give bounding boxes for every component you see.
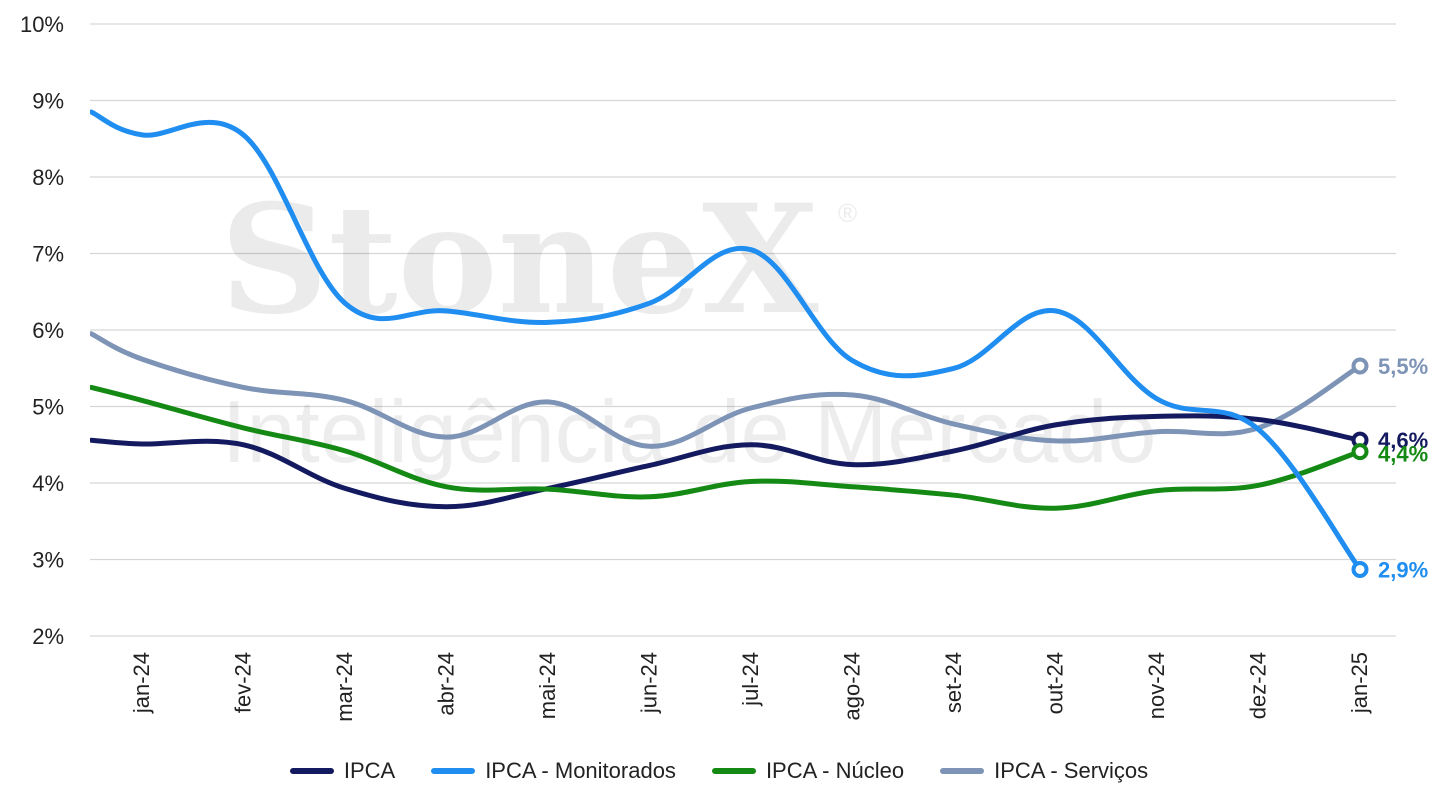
x-tick-label: mai-24 <box>535 652 560 719</box>
legend-swatch <box>289 768 334 774</box>
legend: IPCA IPCA - Monitorados IPCA - Núcleo IPCA … <box>0 758 1438 784</box>
watermark-brand: StoneX <box>220 172 819 348</box>
x-tick-label: jan-25 <box>1347 652 1372 714</box>
x-tick-label: set-24 <box>941 652 966 713</box>
x-tick-label: out-24 <box>1043 652 1068 714</box>
endpoint-marker <box>1351 560 1369 578</box>
y-tick-label: 8% <box>32 165 64 190</box>
legend-swatch <box>711 768 756 774</box>
series-line-1 <box>90 109 1363 572</box>
x-tick-label: dez-24 <box>1246 652 1271 719</box>
watermark-tagline: Inteligência de Mercado <box>222 382 1156 481</box>
endpoint-data-label: 4,4% <box>1378 442 1428 467</box>
legend-label: IPCA - Serviços <box>994 758 1149 783</box>
legend-item: IPCA - Monitorados <box>431 758 676 784</box>
legend-label: IPCA - Núcleo <box>765 758 905 783</box>
legend-label: IPCA - Monitorados <box>485 758 676 783</box>
legend-item: IPCA <box>289 758 396 784</box>
x-tick-label: nov-24 <box>1144 652 1169 719</box>
legend-swatch <box>940 768 985 774</box>
legend-item: IPCA - Serviços <box>940 758 1148 784</box>
endpoint-data-label: 5,5% <box>1378 354 1428 379</box>
series-line-2 <box>90 384 1363 511</box>
endpoint-data-label: 4,6% <box>1378 428 1428 453</box>
y-tick-label: 4% <box>32 471 64 496</box>
y-tick-label: 10% <box>20 12 64 37</box>
series-endpoints: 4,6% 2,9% 4,4% 5,5% <box>1351 354 1428 582</box>
y-tick-label: 6% <box>32 318 64 343</box>
y-tick-label: 2% <box>32 624 64 649</box>
x-tick-label: jan-24 <box>129 652 154 714</box>
y-tick-label: 9% <box>32 89 64 114</box>
x-tick-label: abr-24 <box>434 652 459 716</box>
endpoint-marker <box>1351 443 1369 461</box>
endpoint-data-label: 2,9% <box>1378 557 1428 582</box>
endpoint-marker <box>1351 357 1369 375</box>
y-tick-label: 3% <box>32 548 64 573</box>
series-lines <box>90 109 1363 572</box>
series-line-3 <box>90 331 1363 449</box>
series-line-0 <box>90 413 1363 510</box>
x-tick-label: ago-24 <box>840 652 865 721</box>
x-tick-label: jul-24 <box>738 652 763 707</box>
grid-lines <box>90 23 1396 637</box>
x-tick-label: jun-24 <box>637 652 662 714</box>
y-tick-label: 5% <box>32 395 64 420</box>
x-axis-tick-labels: jan-24 fev-24 mar-24 abr-24 mai-24 jun-24 jul-… <box>129 652 1372 722</box>
stonex-watermark: StoneX ® Inteligência de Mercado <box>220 172 1156 481</box>
watermark-registered-mark: ® <box>838 198 857 228</box>
legend-label: IPCA <box>343 758 396 783</box>
x-tick-label: fev-24 <box>231 652 256 713</box>
y-tick-label: 7% <box>32 242 64 267</box>
x-tick-label: mar-24 <box>332 652 357 722</box>
y-axis-tick-labels: 2% 3% 4% 5% 6% 7% 8% 9% 10% <box>20 12 64 649</box>
legend-item: IPCA - Núcleo <box>711 758 905 784</box>
legend-swatch <box>431 768 476 774</box>
